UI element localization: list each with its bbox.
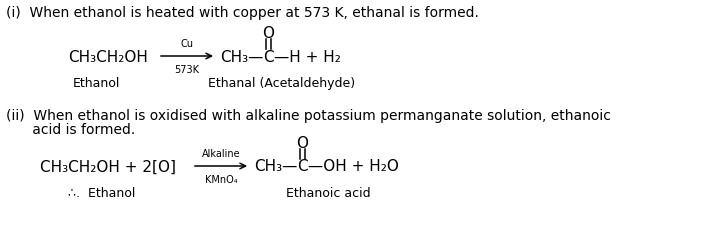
Text: CH₃—: CH₃— [254,159,297,174]
Text: C: C [263,49,273,64]
Text: 573K: 573K [175,65,199,75]
Text: acid is formed.: acid is formed. [6,123,135,136]
Text: —OH + H₂O: —OH + H₂O [308,159,399,174]
Text: Ethanal (Acetaldehyde): Ethanal (Acetaldehyde) [208,77,355,90]
Text: KMnO₄: KMnO₄ [205,174,237,184]
Text: CH₃CH₂OH + 2[O]: CH₃CH₂OH + 2[O] [40,159,176,174]
Text: C: C [297,159,307,174]
Text: —H + H₂: —H + H₂ [274,49,341,64]
Text: ∴.  Ethanol: ∴. Ethanol [68,186,135,199]
Text: (i)  When ethanol is heated with copper at 573 K, ethanal is formed.: (i) When ethanol is heated with copper a… [6,6,479,20]
Text: O: O [296,135,308,150]
Text: CH₃—: CH₃— [220,49,264,64]
Text: Ethanoic acid: Ethanoic acid [286,186,371,199]
Text: CH₃CH₂OH: CH₃CH₂OH [68,49,148,64]
Text: Ethanol: Ethanol [72,77,119,90]
Text: Cu: Cu [181,39,194,49]
Text: Alkaline: Alkaline [202,148,240,158]
Text: O: O [262,25,274,40]
Text: (ii)  When ethanol is oxidised with alkaline potassium permanganate solution, et: (ii) When ethanol is oxidised with alkal… [6,109,611,123]
